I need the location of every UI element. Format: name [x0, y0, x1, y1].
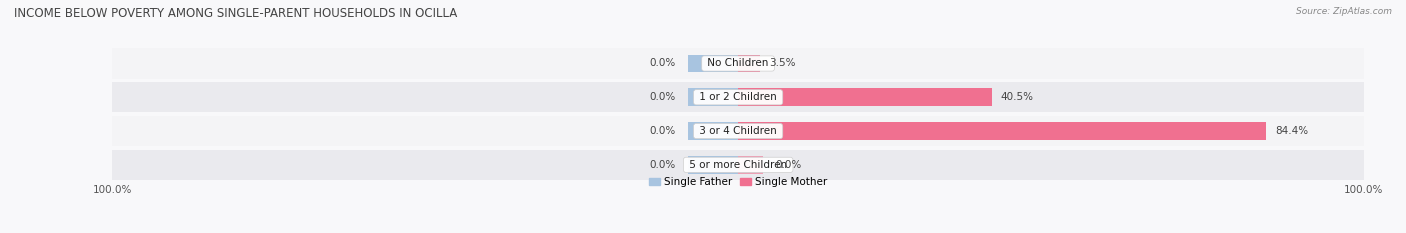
Bar [688, 89, 738, 106]
Text: INCOME BELOW POVERTY AMONG SINGLE-PARENT HOUSEHOLDS IN OCILLA: INCOME BELOW POVERTY AMONG SINGLE-PARENT… [14, 7, 457, 20]
Text: No Children: No Children [704, 58, 772, 69]
Legend: Single Father, Single Mother: Single Father, Single Mother [650, 177, 827, 187]
Bar [738, 55, 761, 72]
Text: 5 or more Children: 5 or more Children [686, 160, 790, 170]
Text: 1 or 2 Children: 1 or 2 Children [696, 92, 780, 102]
Text: 0.0%: 0.0% [650, 58, 675, 69]
Bar [112, 48, 1364, 79]
Bar [738, 122, 1267, 140]
Bar [688, 55, 738, 72]
Text: 0.0%: 0.0% [650, 92, 675, 102]
Text: 3.5%: 3.5% [769, 58, 796, 69]
Bar [738, 89, 991, 106]
Text: 40.5%: 40.5% [1001, 92, 1033, 102]
Bar [738, 156, 763, 174]
Text: 0.0%: 0.0% [650, 126, 675, 136]
Bar [688, 156, 738, 174]
Bar [112, 150, 1364, 180]
Bar [688, 122, 738, 140]
Bar [112, 82, 1364, 113]
Text: Source: ZipAtlas.com: Source: ZipAtlas.com [1296, 7, 1392, 16]
Text: 0.0%: 0.0% [650, 160, 675, 170]
Text: 0.0%: 0.0% [776, 160, 801, 170]
Bar [112, 116, 1364, 146]
Text: 3 or 4 Children: 3 or 4 Children [696, 126, 780, 136]
Text: 84.4%: 84.4% [1275, 126, 1309, 136]
